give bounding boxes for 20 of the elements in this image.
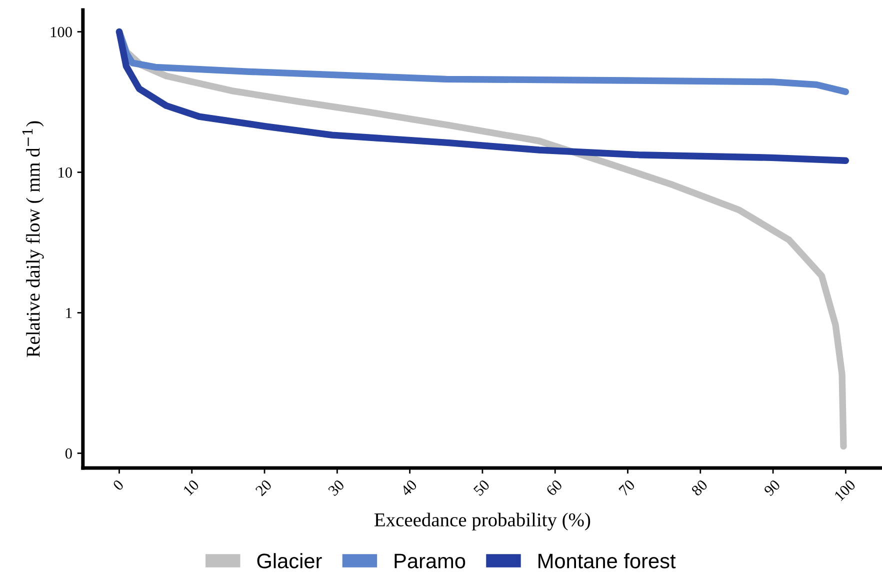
x-tick-label: 90 [763,479,781,496]
x-axis-title: Exceedance probability (%) [374,512,590,530]
x-tick-label: 10 [182,479,200,496]
y-tick-label: 10 [58,167,72,178]
y-tick-label: 1 [66,308,72,318]
x-tick-label: 60 [546,479,563,496]
x-tick-label: 100 [834,479,856,502]
x-tick-label: 30 [328,479,345,496]
legend-label: Paramo [394,554,466,568]
x-tick-label: 80 [690,479,708,496]
x-tick-label: 50 [473,479,490,496]
x-tick-label: 0 [112,479,124,492]
y-tick-label: 0 [65,448,72,459]
legend-label: Montane forest [538,553,676,568]
x-tick-label: 70 [618,479,636,496]
legend-label: Glacier [257,553,322,568]
y-axis-title: Relative daily flow ( mm d$^{−1}$) [22,121,44,358]
y-tick-label: 100 [50,26,72,38]
x-tick-label: 40 [400,479,418,497]
x-tick-label: 20 [255,479,272,496]
